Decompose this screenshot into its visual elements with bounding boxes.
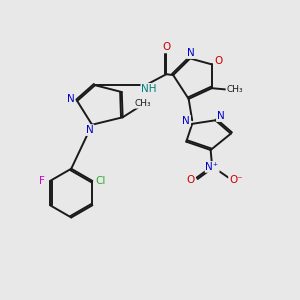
Text: CH₃: CH₃ (134, 99, 151, 108)
Text: O: O (187, 175, 195, 185)
Text: CH₃: CH₃ (226, 85, 243, 94)
Text: NH: NH (141, 84, 157, 94)
Text: F: F (39, 176, 45, 186)
Text: Cl: Cl (95, 176, 106, 186)
Text: O: O (214, 56, 223, 66)
Text: N: N (182, 116, 190, 126)
Text: N: N (86, 125, 94, 135)
Text: N: N (187, 48, 195, 58)
Text: N: N (67, 94, 74, 104)
Text: O: O (162, 43, 170, 52)
Text: N⁺: N⁺ (206, 162, 219, 172)
Text: N: N (217, 111, 225, 121)
Text: O⁻: O⁻ (229, 175, 243, 185)
